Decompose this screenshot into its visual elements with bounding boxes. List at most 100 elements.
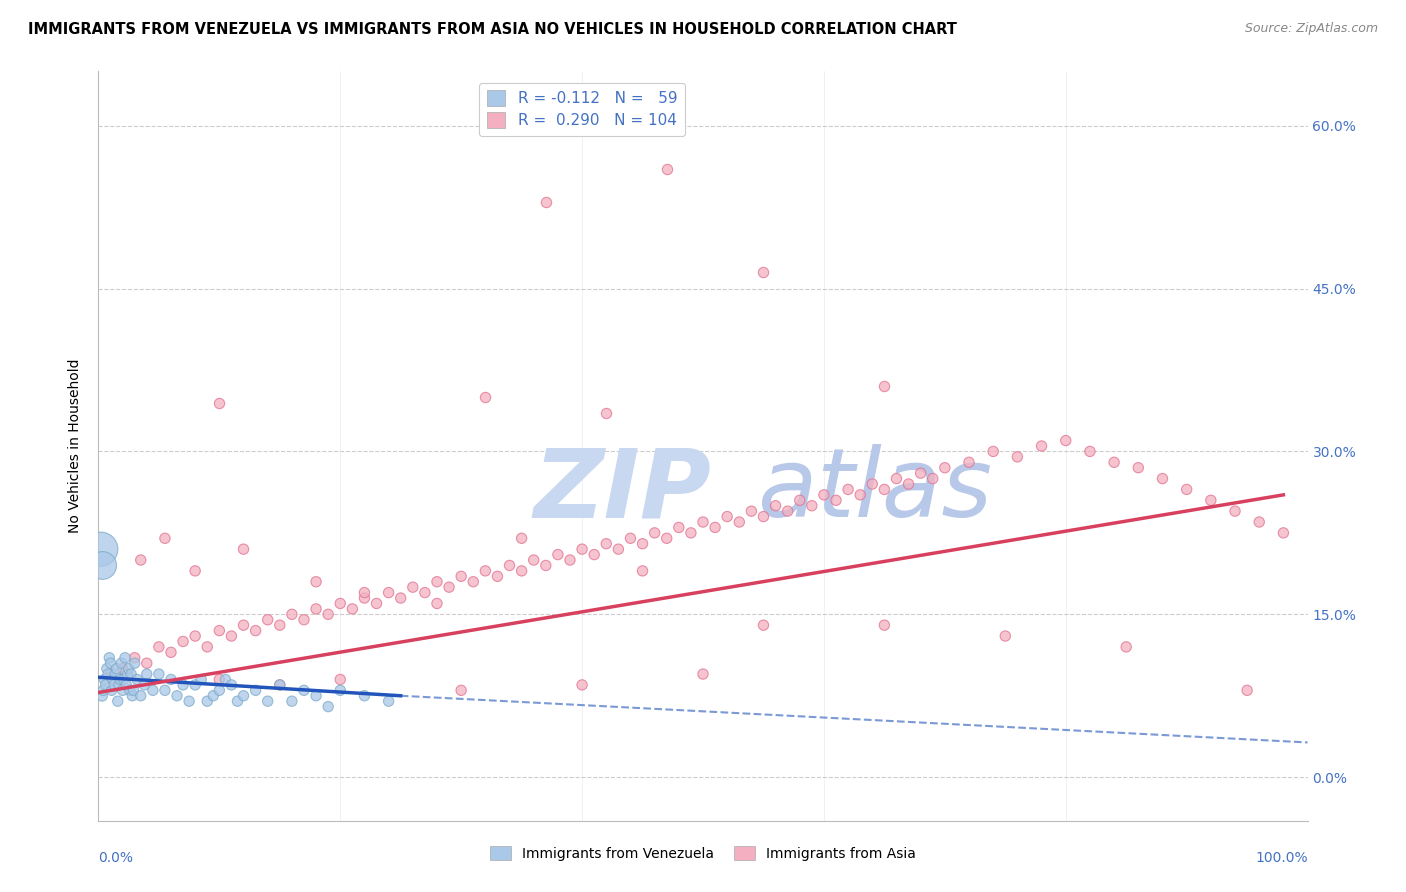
Point <box>292 613 315 627</box>
Point <box>190 673 212 687</box>
Point <box>195 640 218 654</box>
Y-axis label: No Vehicles in Household: No Vehicles in Household <box>69 359 83 533</box>
Point <box>91 558 114 573</box>
Point <box>921 472 943 486</box>
Point <box>728 515 751 529</box>
Point <box>692 667 714 681</box>
Point <box>292 683 315 698</box>
Point <box>245 683 267 698</box>
Point <box>534 194 557 209</box>
Point <box>91 689 114 703</box>
Point <box>134 678 156 692</box>
Point <box>752 265 775 279</box>
Point <box>486 569 509 583</box>
Point <box>752 618 775 632</box>
Point <box>269 678 291 692</box>
Point <box>377 694 399 708</box>
Point <box>873 483 896 497</box>
Point <box>595 406 617 420</box>
Point <box>510 531 533 545</box>
Point <box>583 548 606 562</box>
Point <box>474 390 496 404</box>
Point <box>153 683 176 698</box>
Point <box>221 678 243 692</box>
Point <box>377 585 399 599</box>
Point <box>118 683 141 698</box>
Point <box>100 667 122 681</box>
Point <box>1236 683 1258 698</box>
Point <box>135 667 157 681</box>
Point <box>112 673 135 687</box>
Point <box>426 574 449 589</box>
Point <box>934 460 956 475</box>
Point <box>498 558 520 573</box>
Point <box>886 472 908 486</box>
Point <box>716 509 738 524</box>
Legend: Immigrants from Venezuela, Immigrants from Asia: Immigrants from Venezuela, Immigrants fr… <box>484 840 922 866</box>
Point <box>129 553 152 567</box>
Point <box>184 564 207 578</box>
Point <box>179 694 201 708</box>
Point <box>160 645 183 659</box>
Point <box>96 662 118 676</box>
Point <box>184 629 207 643</box>
Point <box>873 618 896 632</box>
Point <box>153 531 176 545</box>
Point <box>232 618 254 632</box>
Point <box>366 597 388 611</box>
Text: 0.0%: 0.0% <box>98 851 134 864</box>
Point <box>1115 640 1137 654</box>
Point <box>316 699 339 714</box>
Point <box>122 683 145 698</box>
Point <box>655 531 678 545</box>
Point <box>256 694 278 708</box>
Point <box>105 662 128 676</box>
Point <box>353 585 375 599</box>
Point <box>571 542 593 557</box>
Point <box>849 488 872 502</box>
Point <box>1078 444 1101 458</box>
Point <box>353 591 375 605</box>
Point <box>256 613 278 627</box>
Point <box>114 650 136 665</box>
Point <box>172 678 194 692</box>
Point <box>1102 455 1125 469</box>
Point <box>184 678 207 692</box>
Point <box>305 689 328 703</box>
Point <box>402 580 425 594</box>
Point <box>450 569 472 583</box>
Point <box>115 678 138 692</box>
Point <box>202 689 225 703</box>
Point <box>135 656 157 670</box>
Point <box>110 656 132 670</box>
Point <box>547 548 569 562</box>
Point <box>1007 450 1029 464</box>
Point <box>873 379 896 393</box>
Point <box>118 662 141 676</box>
Point <box>474 564 496 578</box>
Point <box>281 607 304 622</box>
Point <box>316 607 339 622</box>
Point <box>305 602 328 616</box>
Point <box>994 629 1017 643</box>
Point <box>655 162 678 177</box>
Point <box>111 662 134 676</box>
Point <box>107 694 129 708</box>
Point <box>776 504 799 518</box>
Point <box>232 542 254 557</box>
Point <box>342 602 364 616</box>
Point <box>789 493 811 508</box>
Point <box>571 678 593 692</box>
Point <box>117 667 139 681</box>
Point <box>329 673 352 687</box>
Point <box>437 580 460 594</box>
Point <box>208 683 231 698</box>
Point <box>860 477 883 491</box>
Point <box>981 444 1004 458</box>
Point <box>644 525 666 540</box>
Point <box>353 689 375 703</box>
Point <box>668 520 690 534</box>
Point <box>195 694 218 708</box>
Point <box>208 395 231 409</box>
Point <box>765 499 787 513</box>
